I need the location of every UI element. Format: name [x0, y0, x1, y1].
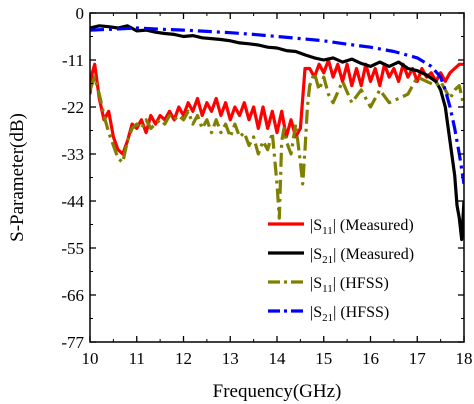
x-tick-label: 11: [129, 349, 145, 368]
x-tick-label: 13: [222, 349, 239, 368]
series-line-4: [90, 26, 464, 185]
tick-marks: [89, 12, 465, 343]
y-tick-label: 0: [76, 4, 85, 23]
x-axis-title: Frequency(GHz): [213, 381, 342, 402]
x-tick-label: 18: [456, 349, 473, 368]
legend-label-1: |S11| (Measured): [310, 217, 414, 237]
y-tick-label: -11: [62, 51, 84, 70]
plot-lines: [90, 24, 464, 242]
plot-frame: [89, 12, 465, 343]
series-line-2: [90, 24, 464, 242]
legend-label-4: |S21| (HFSS): [310, 304, 389, 324]
y-tick-label: -33: [61, 145, 84, 164]
legend-label-2: |S21| (Measured): [310, 246, 414, 266]
axes: [89, 12, 465, 343]
y-tick-label: -44: [61, 192, 84, 211]
y-axis-title: S-Parameter(dB): [7, 113, 28, 242]
x-tick-label: 17: [409, 349, 427, 368]
x-tick-label: 10: [82, 349, 99, 368]
legend: |S11| (Measured) |S21| (Measured) |S11| (H…: [268, 217, 414, 324]
y-tick-label: -77: [61, 333, 84, 352]
x-tick-label: 15: [315, 349, 332, 368]
x-tick-label: 16: [362, 349, 379, 368]
tick-labels: 10 11 12 13 14 15 16 17 18 0 -11 -22 -33 -44 -55 -66 -77: [61, 4, 472, 368]
x-tick-label: 14: [269, 349, 287, 368]
series-line-3: [90, 71, 464, 220]
series-line-1: [90, 58, 464, 156]
y-tick-label: -55: [61, 239, 84, 258]
y-tick-label: -22: [61, 98, 84, 117]
legend-label-3: |S11| (HFSS): [310, 275, 389, 295]
x-tick-label: 12: [175, 349, 192, 368]
y-tick-label: -66: [61, 286, 84, 305]
